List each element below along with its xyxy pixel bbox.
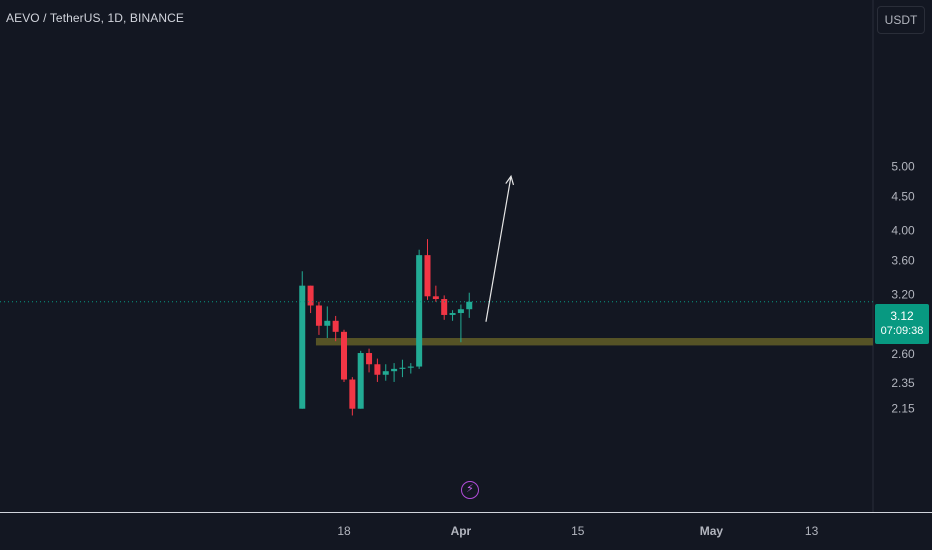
axes-layer: 5.004.504.003.603.202.902.602.352.1518Ap… [337, 159, 915, 538]
candles-layer [299, 239, 473, 416]
candle-body [424, 255, 431, 297]
last-price-badge: 3.12 07:09:38 [875, 304, 929, 344]
target-arrow-head [505, 174, 515, 186]
candle-1 [307, 285, 314, 314]
time-tick-1: Apr [451, 524, 472, 538]
candle-body [357, 353, 364, 409]
price-tick-7: 2.35 [891, 376, 915, 390]
time-tick-3: May [700, 524, 724, 538]
price-tick-6: 2.60 [891, 347, 915, 361]
candle-body [332, 320, 339, 332]
candle-body [432, 296, 439, 300]
candle-body [341, 331, 347, 380]
candle-7 [357, 350, 364, 409]
lightning-icon[interactable]: ⚡ [461, 481, 479, 499]
price-tick-3: 3.60 [891, 254, 915, 268]
candle-body [349, 379, 356, 409]
candle-13 [407, 363, 414, 374]
candle-8 [366, 348, 373, 373]
candle-0 [299, 271, 306, 409]
price-tick-8: 2.15 [891, 402, 915, 416]
candle-body [382, 371, 389, 375]
candle-11 [391, 363, 398, 382]
bar-countdown: 07:09:38 [880, 325, 924, 337]
time-tick-4: 13 [805, 524, 819, 538]
price-tick-2: 4.00 [891, 223, 915, 237]
support-zone [315, 338, 873, 346]
candle-6 [349, 377, 356, 416]
candle-body [299, 285, 306, 409]
candle-14 [416, 249, 423, 369]
candle-body [449, 313, 456, 315]
price-tick-0: 5.00 [891, 159, 915, 173]
candle-18 [449, 310, 456, 321]
candle-body [307, 285, 314, 306]
candle-9 [374, 358, 381, 382]
candle-body [374, 364, 381, 375]
candle-2 [315, 301, 322, 335]
candle-body [315, 305, 322, 326]
candle-body [441, 299, 448, 315]
candle-body [466, 301, 473, 310]
candle-body [407, 366, 414, 368]
price-tick-4: 3.20 [891, 288, 915, 302]
last-price-value: 3.12 [890, 309, 914, 323]
candle-body [416, 255, 423, 367]
time-tick-0: 18 [337, 524, 351, 538]
candle-10 [382, 364, 389, 381]
target-arrow-line [485, 176, 512, 322]
candle-4 [332, 315, 339, 342]
candle-body [457, 309, 464, 314]
candle-15 [424, 239, 431, 300]
symbol-title[interactable]: AEVO / TetherUS, 1D, BINANCE [6, 11, 184, 25]
candle-body [324, 320, 331, 326]
candle-19 [457, 304, 464, 343]
chart-grid [0, 0, 932, 513]
candle-5 [341, 329, 347, 382]
price-tick-1: 4.50 [891, 190, 915, 204]
candle-12 [399, 359, 406, 378]
candle-17 [441, 295, 448, 320]
candle-body [391, 368, 398, 372]
candle-body [399, 367, 406, 369]
candle-body [366, 353, 373, 365]
currency-button[interactable]: USDT [877, 6, 925, 34]
candle-3 [324, 306, 331, 339]
candle-16 [432, 285, 439, 302]
time-tick-2: 15 [571, 524, 585, 538]
candle-20 [466, 292, 473, 318]
support-zone-layer [315, 338, 873, 346]
annotation-layer [0, 174, 873, 322]
